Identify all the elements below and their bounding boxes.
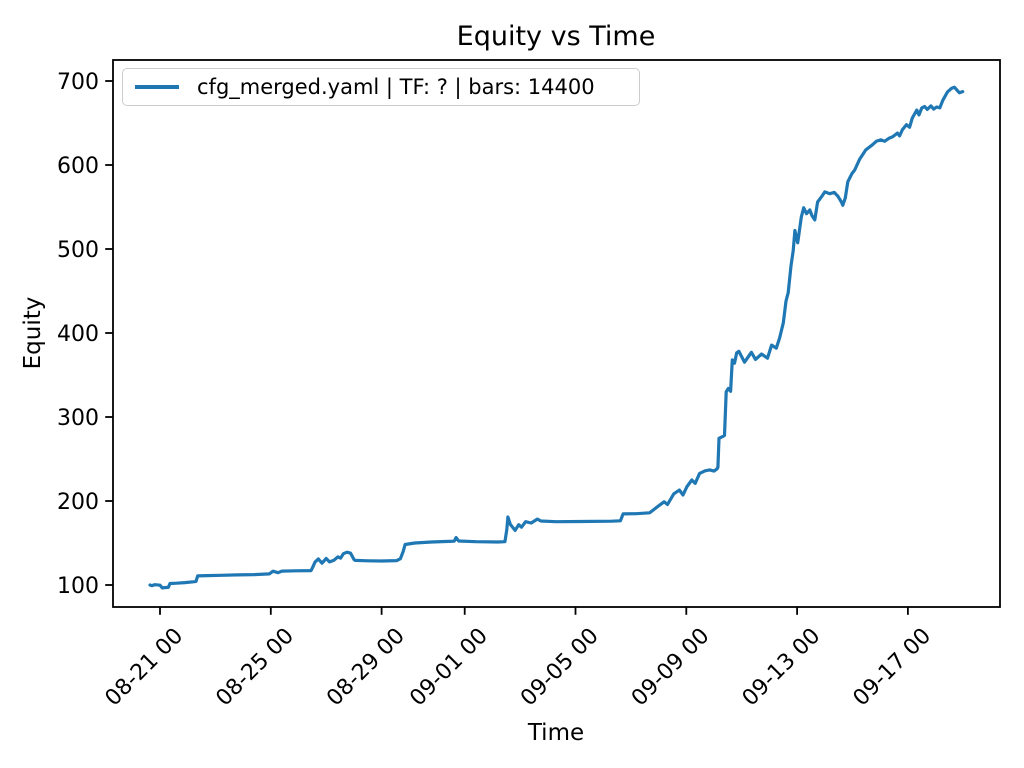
x-tick-label: 08-29 00: [322, 624, 410, 712]
x-tick-label: 09-05 00: [516, 624, 604, 712]
chart-title: Equity vs Time: [457, 21, 656, 52]
y-tick-label: 500: [57, 238, 99, 263]
x-tick-label: 09-09 00: [627, 624, 715, 712]
y-tick-label: 100: [57, 574, 99, 599]
y-tick-label: 700: [57, 70, 99, 95]
y-tick-label: 200: [57, 490, 99, 515]
y-tick-label: 600: [57, 154, 99, 179]
y-tick-label: 400: [57, 322, 99, 347]
x-tick-label: 08-21 00: [101, 624, 189, 712]
x-tick-label: 09-13 00: [738, 624, 826, 712]
legend-line-sample: [135, 85, 179, 89]
x-tick-label: 09-17 00: [849, 624, 937, 712]
x-tick-label: 09-01 00: [405, 624, 493, 712]
x-axis-label: Time: [527, 720, 584, 746]
y-axis-label: Equity: [20, 297, 46, 370]
legend-label: cfg_merged.yaml | TF: ? | bars: 14400: [197, 75, 595, 99]
legend: cfg_merged.yaml | TF: ? | bars: 14400: [122, 68, 640, 106]
plot-area: [112, 59, 1001, 608]
x-tick-label: 08-25 00: [211, 624, 299, 712]
y-tick-label: 300: [57, 406, 99, 431]
equity-line-series: [148, 85, 965, 590]
